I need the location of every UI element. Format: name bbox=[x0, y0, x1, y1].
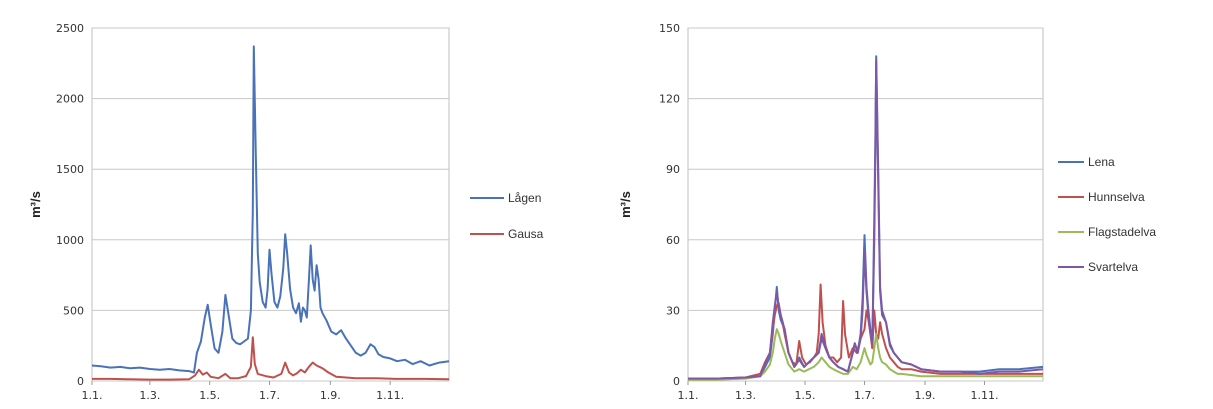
chart-left-svg: 0 500 1000 1500 2000 2500 1.1. 1.3. 1.5. 1.7. 1.9.… bbox=[28, 22, 544, 402]
left-y-tick-label: 1500 bbox=[56, 163, 84, 176]
right-x-tick-label: 1.9. bbox=[914, 389, 935, 402]
left-series-line-gausa bbox=[92, 336, 450, 381]
right-y-tick-label: 0 bbox=[673, 375, 680, 388]
left-x-tick-label: 1.5. bbox=[199, 389, 220, 402]
right-series-line-lena bbox=[688, 55, 1044, 380]
right-y-tick-label: 30 bbox=[666, 304, 680, 317]
chart-right-svg: 0 30 60 90 120 150 1.1. 1.3. 1.5. 1.7. 1.9. 1.11. m³… bbox=[618, 22, 1156, 402]
chart-left: 0 500 1000 1500 2000 2500 1.1. 1.3. 1.5. 1.7. 1.9.… bbox=[0, 0, 600, 409]
right-series-line-flagstadelva bbox=[688, 328, 1043, 381]
left-plot-area bbox=[91, 27, 450, 382]
left-legend-label: Gausa bbox=[508, 227, 544, 241]
right-legend-label: Lena bbox=[1088, 155, 1115, 169]
right-y-axis-label: m³/s bbox=[618, 191, 633, 218]
left-x-tick-label: 1.9. bbox=[320, 389, 341, 402]
left-y-tick-label: 2000 bbox=[56, 93, 84, 106]
right-x-tick-label: 1.11. bbox=[970, 389, 998, 402]
right-series-line-hunnselva bbox=[688, 283, 1043, 380]
right-y-tick-label: 120 bbox=[659, 93, 680, 106]
left-legend-label: Lågen bbox=[508, 191, 541, 205]
right-legend-label: Svartelva bbox=[1088, 260, 1138, 274]
right-legend-label: Hunnselva bbox=[1088, 190, 1145, 204]
left-y-tick-label: 500 bbox=[63, 304, 84, 317]
left-series-line-lågen bbox=[91, 45, 450, 374]
right-x-tick-label: 1.5. bbox=[795, 389, 816, 402]
right-x-tick-label: 1.1. bbox=[678, 389, 699, 402]
left-y-tick-label: 1000 bbox=[56, 234, 84, 247]
right-y-tick-label: 150 bbox=[659, 22, 680, 35]
left-y-tick-label: 2500 bbox=[56, 22, 84, 35]
left-y-axis-label: m³/s bbox=[28, 191, 43, 218]
left-x-tick-label: 1.11. bbox=[376, 389, 404, 402]
left-x-tick-label: 1.1. bbox=[82, 389, 103, 402]
right-legend-label: Flagstadelva bbox=[1088, 225, 1156, 239]
left-x-tick-label: 1.7. bbox=[259, 389, 280, 402]
chart-right: 0 30 60 90 120 150 1.1. 1.3. 1.5. 1.7. 1.9. 1.11. m³… bbox=[600, 0, 1213, 409]
right-y-tick-label: 60 bbox=[666, 234, 680, 247]
left-x-tick-label: 1.3. bbox=[139, 389, 160, 402]
right-x-tick-label: 1.7. bbox=[854, 389, 875, 402]
right-series-line-svartelva bbox=[688, 59, 1044, 380]
left-y-tick-label: 0 bbox=[77, 375, 84, 388]
right-y-tick-label: 90 bbox=[666, 163, 680, 176]
right-x-tick-label: 1.3. bbox=[735, 389, 756, 402]
